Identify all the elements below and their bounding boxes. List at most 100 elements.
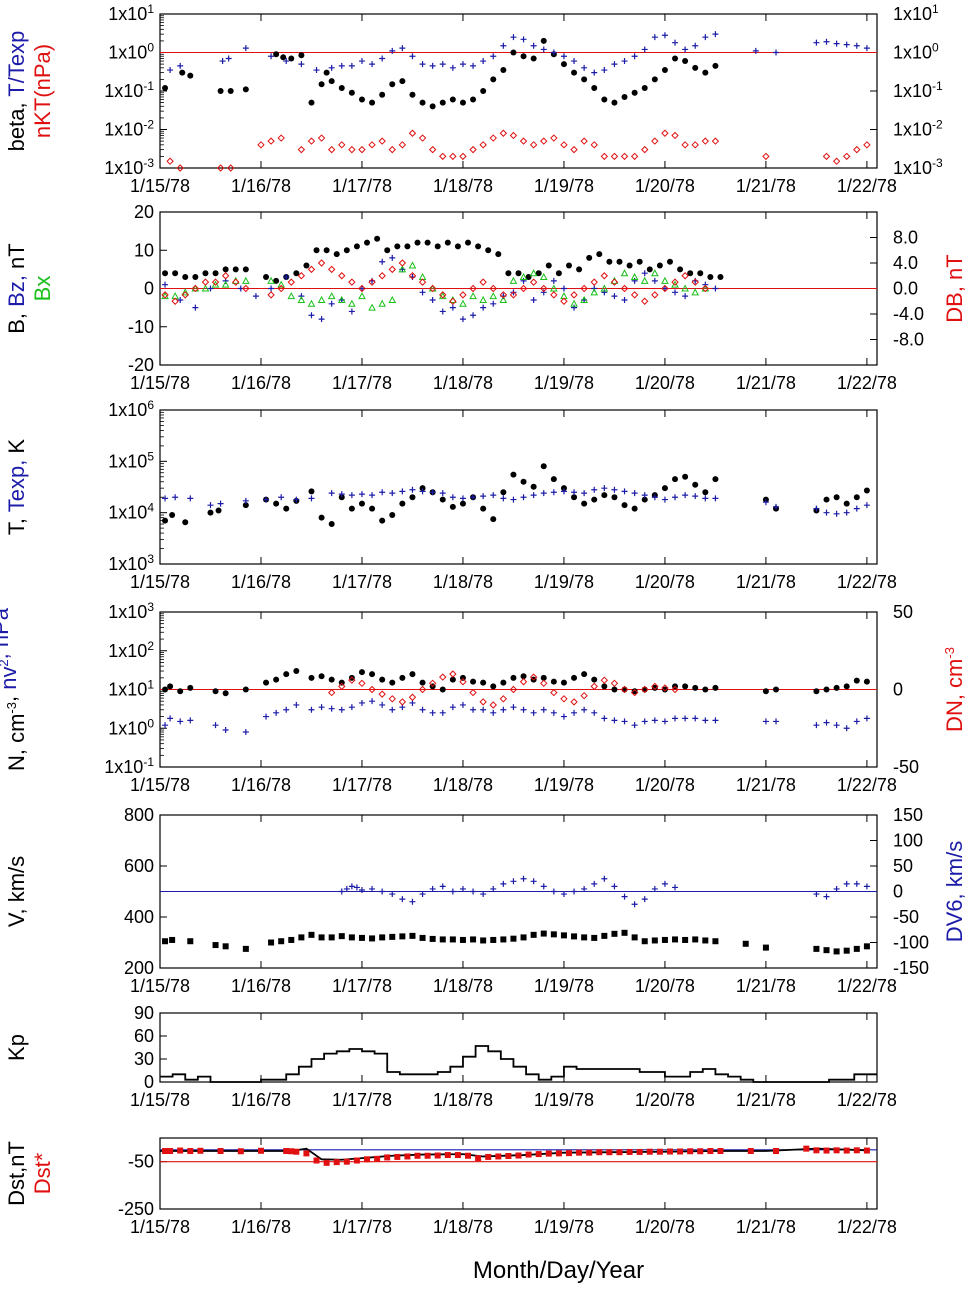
x-tick-label: 1/20/78 bbox=[635, 373, 695, 393]
series-density-nv2-point bbox=[682, 715, 689, 722]
series-density-n-point bbox=[389, 679, 396, 686]
series-dst-dst--point bbox=[495, 1153, 502, 1160]
series-density-n-point bbox=[177, 688, 184, 695]
x-tick-label: 1/18/78 bbox=[433, 775, 493, 795]
series-temp-t-point bbox=[520, 478, 527, 485]
series-beta-t-texp-point bbox=[550, 49, 557, 56]
series-bfield-db-point bbox=[368, 278, 376, 286]
series-beta-nkt-point bbox=[853, 145, 861, 154]
series-bfield-db-point bbox=[519, 284, 528, 293]
series-density-nv2-point bbox=[308, 706, 315, 713]
series-temp-texp-point bbox=[338, 491, 345, 498]
series-bfield-db-point bbox=[661, 284, 669, 293]
series-bfield-b-point bbox=[687, 270, 694, 277]
series-velocity-dv6-point bbox=[550, 888, 557, 895]
series-density-dn-point bbox=[428, 679, 437, 688]
series-dst-dst--point bbox=[833, 1147, 840, 1154]
series-velocity-dv6-point bbox=[429, 885, 436, 892]
series-bfield-bz-point bbox=[470, 312, 477, 319]
series-temp-texp-point bbox=[172, 494, 179, 501]
series-bfield-bz-point bbox=[520, 277, 527, 284]
series-density-nv2-point bbox=[222, 727, 229, 734]
series-beta-nkt-point bbox=[368, 141, 376, 149]
series-bfield-bx-point bbox=[489, 292, 498, 300]
series-dst-dst--point bbox=[636, 1148, 643, 1155]
x-tick-label: 1/18/78 bbox=[433, 572, 493, 592]
series-beta-t-texp-point bbox=[409, 53, 416, 60]
series-density-nv2-point bbox=[318, 704, 325, 711]
series-density-nv2-point bbox=[177, 718, 184, 725]
panel-bfield-ylabel2: Bx bbox=[30, 276, 55, 302]
series-bfield-b-point bbox=[495, 251, 502, 258]
series-bfield-db-point bbox=[489, 284, 497, 293]
y-tick-label: 600 bbox=[124, 856, 154, 876]
series-beta-nkt-point bbox=[651, 137, 659, 145]
series-bfield-b-point bbox=[656, 262, 663, 269]
series-temp-t-point bbox=[581, 500, 588, 507]
series-density-nv2-point bbox=[813, 722, 820, 729]
series-temp-t-point bbox=[328, 521, 335, 528]
series-density-nv2-point bbox=[823, 719, 830, 726]
series-beta-nkt-point bbox=[600, 152, 609, 161]
series-velocity-v-point bbox=[712, 938, 719, 945]
series-beta-beta-point bbox=[348, 89, 355, 96]
series-temp-texp-point bbox=[621, 488, 628, 495]
x-tick-label: 1/22/78 bbox=[837, 176, 897, 196]
series-temp-t-point bbox=[571, 494, 578, 501]
series-beta-beta-point bbox=[429, 103, 436, 110]
y-tick-label: 1x100 bbox=[108, 41, 154, 63]
series-temp-t-point bbox=[358, 500, 365, 507]
series-temp-texp-point bbox=[242, 497, 249, 504]
x-tick-label: 1/21/78 bbox=[736, 176, 796, 196]
x-tick-label: 1/21/78 bbox=[736, 373, 796, 393]
y-right-tick-label: 0 bbox=[893, 680, 903, 700]
series-velocity-v-point bbox=[853, 945, 860, 952]
y-right-tick-label: 0 bbox=[893, 882, 903, 902]
series-velocity-dv6-point bbox=[540, 883, 547, 890]
series-velocity-dv6-point bbox=[520, 875, 527, 882]
x-tick-label: 1/15/78 bbox=[130, 572, 190, 592]
series-density-n-point bbox=[692, 684, 699, 691]
series-dst-dst--point bbox=[687, 1148, 694, 1155]
series-velocity-v-point bbox=[187, 938, 194, 945]
series-beta-beta-point bbox=[419, 99, 426, 106]
series-density-dn-point bbox=[630, 688, 639, 697]
series-dst-dst--point bbox=[853, 1147, 860, 1154]
series-dst-dst--point bbox=[465, 1152, 472, 1159]
series-beta-beta-point bbox=[328, 78, 335, 85]
y-right-tick-label: 1x100 bbox=[893, 41, 939, 63]
series-velocity-v-point bbox=[480, 937, 487, 944]
panel-density-ylabel-right: DN, cm-3 bbox=[942, 647, 967, 732]
series-velocity-dv6-point bbox=[530, 878, 537, 885]
series-bfield-b-point bbox=[454, 243, 461, 250]
series-bfield-bz-point bbox=[621, 296, 628, 303]
series-beta-t-texp-point bbox=[480, 58, 487, 65]
series-beta-t-texp-point bbox=[490, 53, 497, 60]
series-density-dn-point bbox=[570, 698, 578, 706]
y-tick-label: 1x10-1 bbox=[104, 755, 154, 777]
series-velocity-dv6-point bbox=[601, 875, 608, 882]
series-beta-beta-point bbox=[323, 69, 330, 76]
series-bfield-bz bbox=[162, 254, 719, 323]
series-temp-t-point bbox=[500, 489, 507, 496]
series-bfield-db-point bbox=[439, 291, 447, 299]
series-velocity-dv6-point bbox=[621, 893, 628, 900]
series-bfield-bz-point bbox=[429, 296, 436, 303]
x-tick-label: 1/15/78 bbox=[130, 1217, 190, 1237]
series-beta-t-texp bbox=[167, 31, 870, 76]
series-bfield-b-point bbox=[263, 274, 270, 281]
series-temp-t-point bbox=[550, 476, 557, 483]
series-density-dn-point bbox=[489, 701, 497, 709]
series-dst-dst--point bbox=[434, 1152, 441, 1159]
series-velocity-v-point bbox=[379, 934, 386, 941]
series-beta-beta-point bbox=[611, 99, 618, 106]
series-bfield-bz-point bbox=[530, 296, 537, 303]
series-density-n-point bbox=[379, 676, 386, 683]
series-bfield-bz-point bbox=[480, 304, 487, 311]
y-right-tick-label: 0.0 bbox=[893, 279, 918, 299]
series-beta-t-texp-point bbox=[560, 53, 567, 60]
x-tick-label: 1/16/78 bbox=[231, 572, 291, 592]
series-beta-t-texp-point bbox=[389, 47, 396, 54]
series-beta-t-texp-point bbox=[571, 58, 578, 65]
series-beta-nkt-point bbox=[307, 137, 316, 145]
